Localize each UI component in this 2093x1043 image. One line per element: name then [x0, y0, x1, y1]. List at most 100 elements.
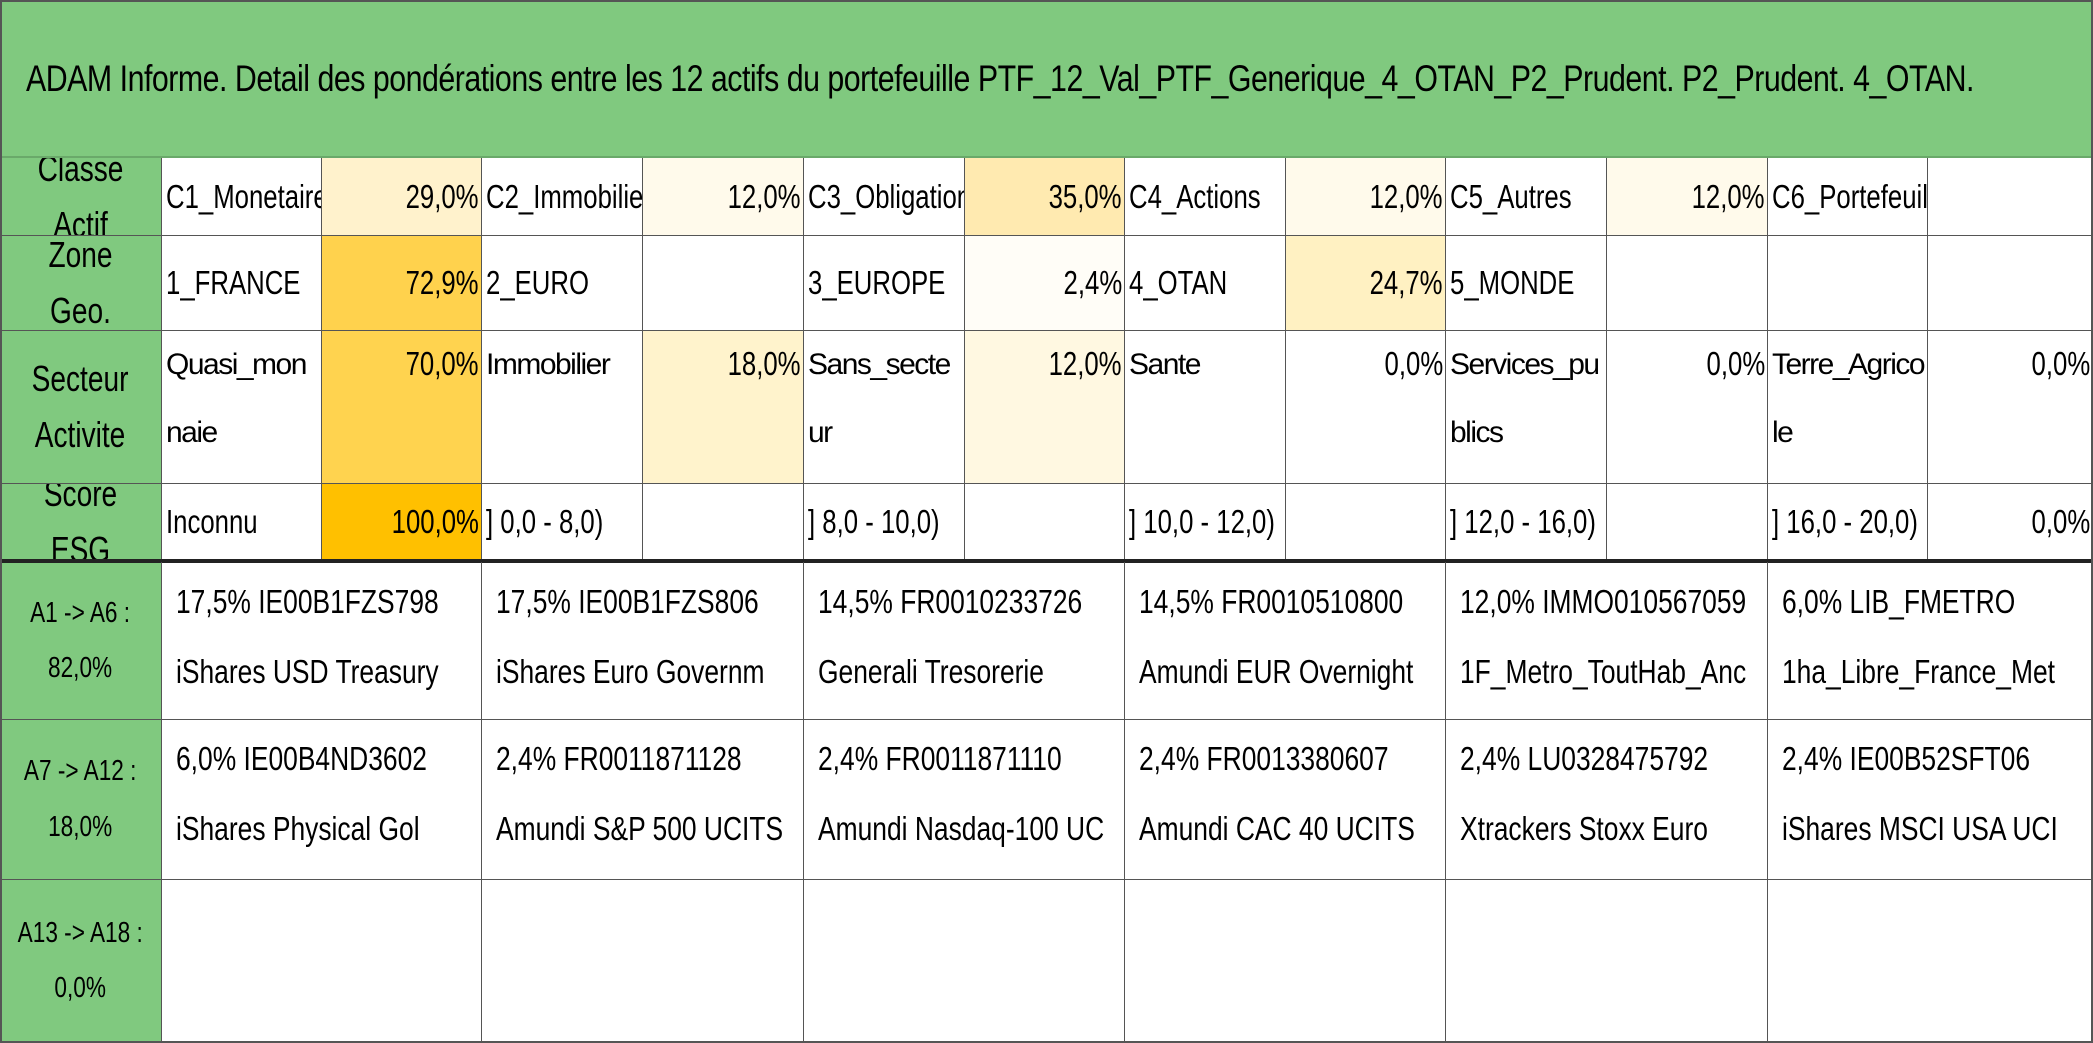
category-label: C5_Autres	[1450, 177, 1572, 215]
asset-group-label: A13 -> A18 : 0,0%	[17, 916, 144, 1004]
weight-value-cell: 12,0%	[643, 158, 804, 236]
asset-cell: 2,4% FR0013380607 Amundi CAC 40 UCITS	[1125, 720, 1446, 880]
row-header: Score ESG	[0, 484, 162, 560]
category-label: 5_MONDE	[1450, 264, 1575, 301]
weight-value: 12,0%	[728, 177, 801, 215]
page-title: ADAM Informe. Detail des pondérations en…	[26, 58, 1974, 99]
weight-value: 100,0%	[391, 502, 479, 540]
category-label: Sans_secteur	[808, 348, 951, 449]
asset-name: iShares Euro Governm	[496, 653, 765, 690]
row-header-label: Secteur Activite	[32, 358, 129, 455]
category-label-cell: 1_FRANCE	[162, 236, 322, 331]
asset-weight-code: 6,0% LIB_FMETRO	[1782, 583, 2016, 620]
category-label: ] 16,0 - 20,0)	[1772, 502, 1918, 540]
asset-name: Amundi EUR Overnight	[1139, 653, 1414, 690]
category-label-cell: 2_EURO	[482, 236, 643, 331]
weight-value-cell	[1928, 158, 2093, 236]
category-label-cell: C1_Monetaire	[162, 158, 322, 236]
weight-value: 18,0%	[728, 345, 801, 382]
weight-value-cell: 18,0%	[643, 331, 804, 484]
asset-group-label: A1 -> A6 : 82,0%	[30, 596, 131, 684]
category-label: ] 8,0 - 10,0)	[808, 502, 940, 540]
asset-weight-code: 17,5% IE00B1FZS806	[496, 583, 759, 620]
asset-cell: 17,5% IE00B1FZS806 iShares Euro Governm	[482, 560, 804, 720]
weight-value: 2,4%	[1063, 264, 1122, 301]
weight-value-cell: 100,0%	[322, 484, 482, 560]
row-header: Classe Actif	[0, 158, 162, 236]
weight-value-cell: 29,0%	[322, 158, 482, 236]
asset-weight-code: 2,4% LU0328475792	[1460, 740, 1709, 777]
weight-value-cell: 0,0%	[1286, 331, 1446, 484]
weight-value-cell: 72,9%	[322, 236, 482, 331]
weight-value: 29,0%	[406, 177, 479, 215]
category-label-cell: Sante	[1125, 331, 1286, 484]
category-label-cell: Immobilier	[482, 331, 643, 484]
asset-cell	[162, 880, 482, 1043]
asset-cell: 17,5% IE00B1FZS798 iShares USD Treasury	[162, 560, 482, 720]
asset-cell: 14,5% FR0010510800 Amundi EUR Overnight	[1125, 560, 1446, 720]
asset-cell	[1768, 880, 2093, 1043]
category-label: Quasi_monnaie	[166, 348, 307, 449]
category-label: Terre_Agricole	[1772, 348, 1926, 449]
category-label-cell: ] 12,0 - 16,0)	[1446, 484, 1607, 560]
row-header: Secteur Activite	[0, 331, 162, 484]
weight-value-cell: 35,0%	[965, 158, 1125, 236]
asset-group-header: A1 -> A6 : 82,0%	[0, 560, 162, 720]
weight-value-cell	[1286, 484, 1446, 560]
category-label-cell: Sans_secteur	[804, 331, 965, 484]
category-label-cell: Quasi_monnaie	[162, 331, 322, 484]
asset-group-header: A7 -> A12 : 18,0%	[0, 720, 162, 880]
asset-cell: 6,0% LIB_FMETRO 1ha_Libre_France_Met	[1768, 560, 2093, 720]
asset-group-header: A13 -> A18 : 0,0%	[0, 880, 162, 1043]
category-label-cell: C2_Immobilier	[482, 158, 643, 236]
asset-weight-code: 14,5% FR0010510800	[1139, 583, 1404, 620]
row-header-label: Zone Geo.	[48, 236, 113, 331]
category-label: C4_Actions	[1129, 177, 1261, 215]
asset-name: Xtrackers Stoxx Euro	[1460, 810, 1708, 847]
category-label-cell: ] 0,0 - 8,0)	[482, 484, 643, 560]
category-label-cell: 4_OTAN	[1125, 236, 1286, 331]
weight-value-cell: 0,0%	[1607, 331, 1768, 484]
asset-cell: 2,4% LU0328475792 Xtrackers Stoxx Euro	[1446, 720, 1768, 880]
asset-weight-code: 2,4% FR0013380607	[1139, 740, 1389, 777]
asset-name: 1F_Metro_ToutHab_Anc	[1460, 653, 1747, 690]
section-divider	[0, 559, 2093, 562]
weight-value: 12,0%	[1370, 177, 1443, 215]
category-label-cell: C5_Autres	[1446, 158, 1607, 236]
asset-cell: 6,0% IE00B4ND3602 iShares Physical Gol	[162, 720, 482, 880]
category-label: 1_FRANCE	[166, 264, 301, 301]
weight-value-cell: 0,0%	[1928, 484, 2093, 560]
weight-value-cell	[1928, 236, 2093, 331]
weight-value-cell	[965, 484, 1125, 560]
asset-cell	[1125, 880, 1446, 1043]
weight-value-cell	[643, 236, 804, 331]
asset-cell: 2,4% FR0011871128 Amundi S&P 500 UCITS	[482, 720, 804, 880]
weight-value-cell	[1607, 236, 1768, 331]
weight-value-cell: 12,0%	[965, 331, 1125, 484]
category-label-cell: C4_Actions	[1125, 158, 1286, 236]
weight-value: 24,7%	[1370, 264, 1443, 301]
weight-value: 0,0%	[1706, 345, 1765, 382]
asset-name: Generali Tresorerie	[818, 653, 1044, 690]
weight-value: 0,0%	[1384, 345, 1443, 382]
category-label-cell: Inconnu	[162, 484, 322, 560]
category-label: Sante	[1129, 348, 1201, 381]
weight-value: 35,0%	[1049, 177, 1122, 215]
category-label: ] 10,0 - 12,0)	[1129, 502, 1275, 540]
category-label: C1_Monetaire	[166, 177, 322, 215]
asset-cell	[1446, 880, 1768, 1043]
category-label-cell: Services_publics	[1446, 331, 1607, 484]
asset-cell	[804, 880, 1125, 1043]
asset-group-label: A7 -> A12 : 18,0%	[24, 755, 137, 843]
weight-value-cell	[643, 484, 804, 560]
weight-value-cell: 12,0%	[1607, 158, 1768, 236]
asset-cell: 2,4% IE00B52SFT06 iShares MSCI USA UCI	[1768, 720, 2093, 880]
category-label-cell: C6_Portefeuille	[1768, 158, 1928, 236]
asset-weight-code: 14,5% FR0010233726	[818, 583, 1083, 620]
asset-name: Amundi S&P 500 UCITS	[496, 810, 784, 847]
category-label-cell: ] 8,0 - 10,0)	[804, 484, 965, 560]
asset-name: Amundi Nasdaq-100 UC	[818, 810, 1105, 847]
row-header-label: Score ESG	[43, 484, 118, 560]
asset-weight-code: 12,0% IMMO010567059	[1460, 583, 1747, 620]
